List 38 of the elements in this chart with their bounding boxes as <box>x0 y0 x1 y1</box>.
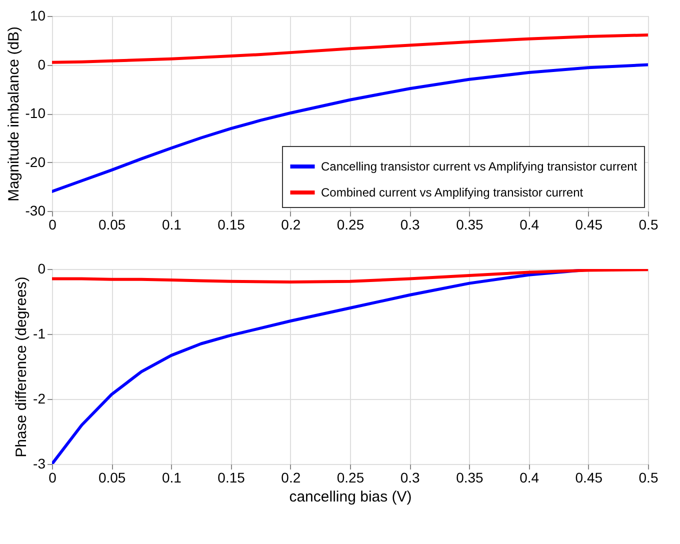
y-tick-label: -1 <box>33 326 46 342</box>
y-tick-label: -2 <box>33 390 46 406</box>
x-tick-label: 0.35 <box>456 216 484 232</box>
y-tick-label: 0 <box>38 260 46 276</box>
x-tick-label: 0.15 <box>218 470 246 486</box>
y-axis-title: Magnitude imbalance (dB) <box>5 26 22 202</box>
x-tick-label: 0.45 <box>575 470 603 486</box>
x-tick-label: 0.5 <box>638 216 658 232</box>
x-tick-label: 0.25 <box>336 470 364 486</box>
line-series <box>52 269 648 284</box>
x-tick-label: 0.15 <box>218 216 246 232</box>
x-tick-label: 0.1 <box>162 216 182 232</box>
x-tick-label: 0.25 <box>336 216 364 232</box>
x-tick-label: 0.1 <box>162 470 182 486</box>
x-tick-label: 0.45 <box>575 216 603 232</box>
y-tick-label: -20 <box>25 154 46 170</box>
legend-label: Cancelling transistor current vs Amplifying transistor current <box>321 160 638 174</box>
y-tick-label: 0 <box>38 56 46 72</box>
x-tick-label: 0.5 <box>638 470 658 486</box>
x-tick-label: 0.2 <box>281 216 301 232</box>
x-tick-label: 0 <box>48 216 57 232</box>
y-axis-title: Phase difference (degrees) <box>13 276 30 458</box>
x-tick-label: 0.4 <box>520 470 540 486</box>
x-tick-label: 0.3 <box>400 470 420 486</box>
y-tick-label: 10 <box>30 8 46 24</box>
x-tick-label: 0.35 <box>456 470 484 486</box>
x-tick-label: 0.2 <box>281 470 301 486</box>
x-tick-label: 0.3 <box>400 216 420 232</box>
y-tick-label: -30 <box>25 202 46 218</box>
x-tick-label: 0.05 <box>98 470 126 486</box>
legend-label: Combined current vs Amplifying transistor current <box>321 186 584 200</box>
x-tick-label: 0 <box>48 470 57 486</box>
x-tick-label: 0.05 <box>98 216 126 232</box>
x-tick-label: 0.4 <box>520 216 540 232</box>
y-tick-label: -10 <box>25 105 46 121</box>
y-tick-label: -3 <box>33 456 46 472</box>
x-axis-title: cancelling bias (V) <box>289 488 412 506</box>
line-series <box>52 34 648 64</box>
